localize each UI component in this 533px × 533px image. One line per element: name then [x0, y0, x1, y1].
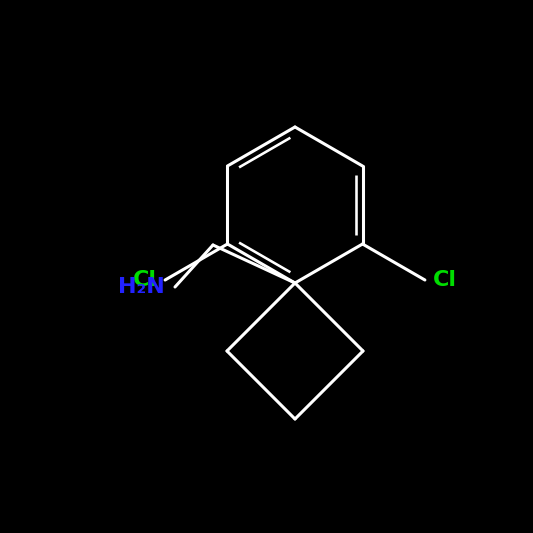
Text: Cl: Cl — [133, 270, 157, 290]
Text: Cl: Cl — [433, 270, 457, 290]
Text: H₂N: H₂N — [118, 277, 165, 297]
